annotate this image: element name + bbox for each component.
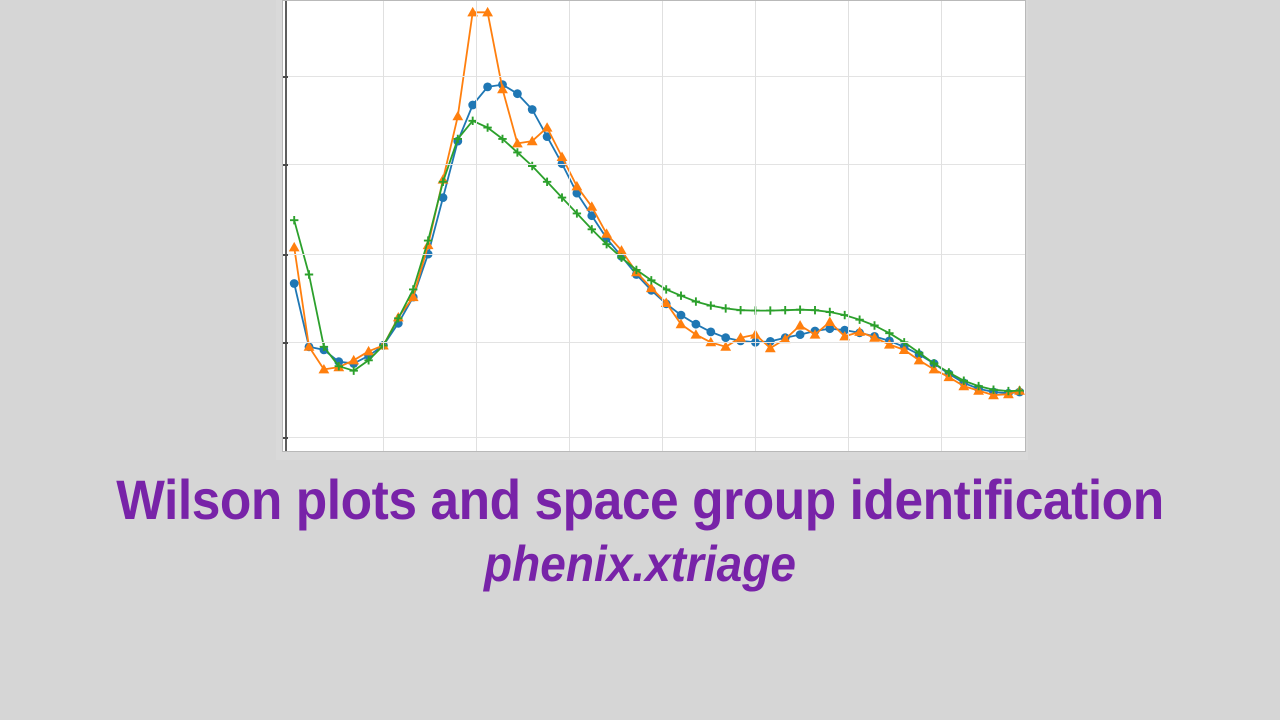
- plot-area: [283, 1, 1025, 451]
- gridline-vertical-4: [755, 1, 756, 451]
- gridline-vertical-0: [383, 1, 384, 451]
- y-axis-tick-0: [283, 76, 288, 78]
- y-axis-tick-2: [283, 254, 288, 256]
- gridline-horizontal-3: [283, 342, 1025, 343]
- gridline-horizontal-2: [283, 254, 1025, 255]
- gridline-horizontal-4: [283, 437, 1025, 438]
- gridline-horizontal-1: [283, 164, 1025, 165]
- plot-window: Expected: [276, 0, 1028, 460]
- gridline-vertical-3: [662, 1, 663, 451]
- gridline-vertical-1: [476, 1, 477, 451]
- gridline-vertical-2: [569, 1, 570, 451]
- page-title: Wilson plots and space group identificat…: [116, 468, 1164, 531]
- chart-axes: [282, 0, 1026, 452]
- y-axis-spine: [285, 1, 287, 451]
- wilson-plot-chart: [288, 6, 1025, 400]
- gridline-horizontal-0: [283, 76, 1025, 77]
- series-theoretical: [290, 116, 1024, 396]
- y-axis-tick-4: [283, 437, 288, 439]
- title-block: Wilson plots and space group identificat…: [0, 466, 1280, 594]
- gridline-vertical-6: [941, 1, 942, 451]
- y-axis-tick-3: [283, 342, 288, 344]
- series-expected: [288, 6, 1025, 400]
- y-axis-tick-1: [283, 164, 288, 166]
- page-subtitle: phenix.xtriage: [484, 536, 796, 592]
- gridline-vertical-5: [848, 1, 849, 451]
